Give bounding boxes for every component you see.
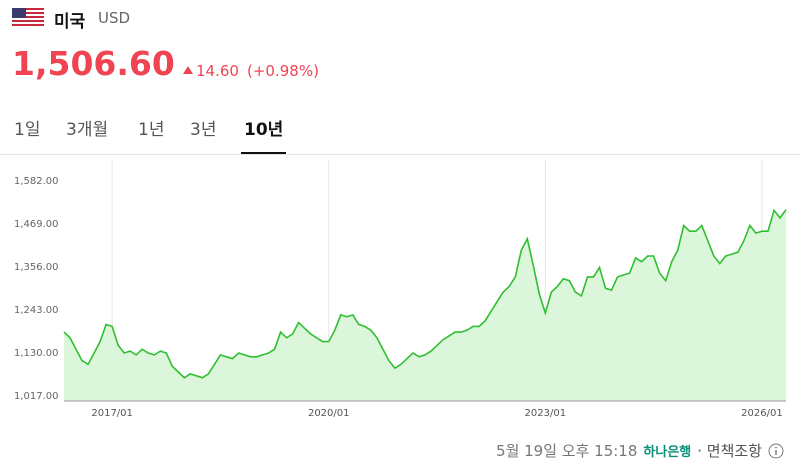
y-tick-label: 1,130.00 — [14, 348, 59, 359]
y-tick-label: 1,469.00 — [14, 219, 59, 230]
y-tick-label: 1,356.00 — [14, 262, 59, 273]
tab[interactable]: 1일 — [14, 120, 41, 140]
footer: 5월 19일 오후 15:18 하나은행 · 면책조항 — [496, 440, 784, 461]
x-tick-label: 2026/01 — [741, 408, 783, 419]
tab-bar: 1일 3개월 1년 3년 10년 — [0, 110, 800, 155]
timestamp: 5월 19일 오후 15:18 — [496, 442, 638, 460]
chart: 1,017.00 1,130.00 1,243.00 1,356.00 1,469.00… — [14, 160, 787, 419]
line — [63, 208, 787, 379]
country: 미국 — [54, 12, 86, 32]
change-pct: (+0.98%) — [247, 62, 319, 80]
price: 1,506.60 — [12, 44, 175, 83]
x-tick-label: 2020/01 — [308, 408, 350, 419]
tab[interactable]: 3년 — [190, 120, 217, 140]
area — [64, 209, 786, 401]
tab[interactable]: 10년 — [241, 115, 287, 154]
x-tick-label: 2023/01 — [525, 408, 567, 419]
source: 하나은행 — [643, 445, 692, 460]
y-tick-label: 1,582.00 — [14, 176, 59, 187]
currency: USD — [98, 9, 131, 27]
x-tick-label: 2017/01 — [91, 408, 133, 419]
info-icon[interactable] — [768, 443, 784, 459]
tab[interactable]: 3개월 — [66, 120, 109, 140]
up-arrow — [183, 66, 193, 74]
disclaimer[interactable]: · 면책조항 — [697, 442, 762, 460]
us-flag — [12, 8, 44, 28]
y-tick-label: 1,243.00 — [14, 305, 59, 316]
y-tick-label: 1,017.00 — [14, 391, 59, 402]
tab[interactable]: 1년 — [138, 120, 165, 140]
change: 14.60 — [196, 62, 239, 80]
